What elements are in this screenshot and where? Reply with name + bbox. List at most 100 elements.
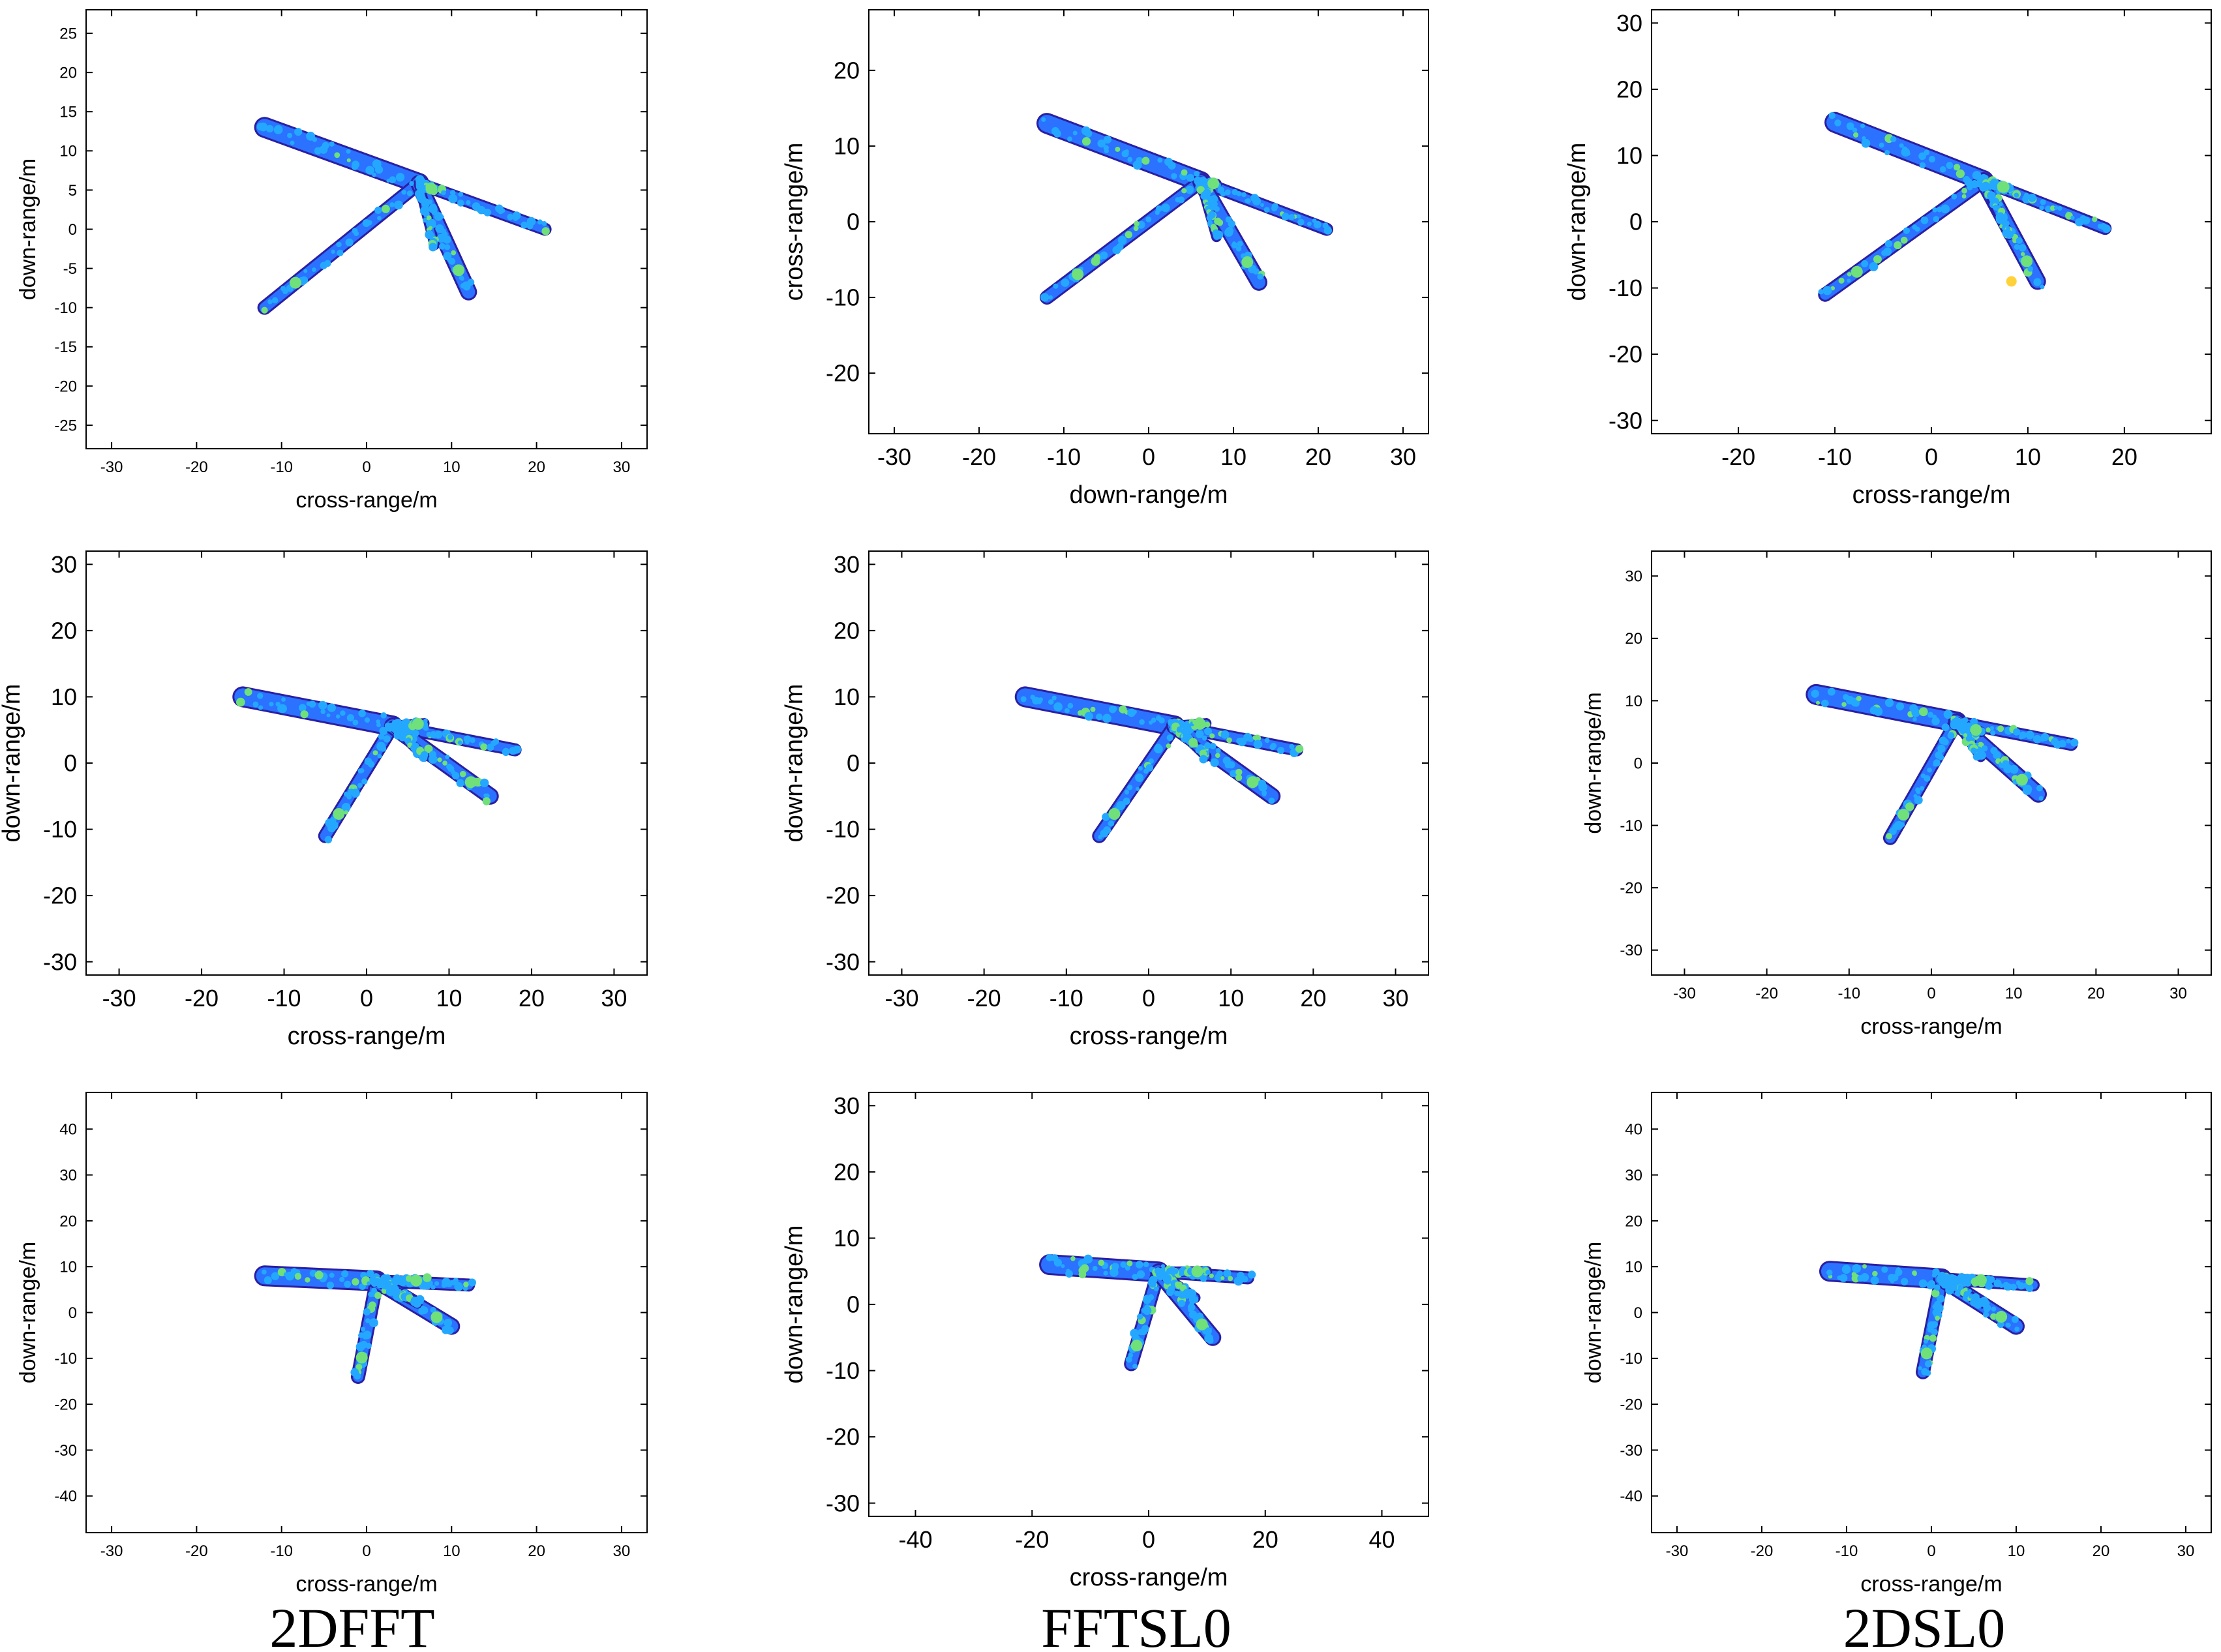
scatter-point	[1077, 710, 1083, 716]
scatter-point	[1307, 221, 1312, 226]
scatter-point	[1095, 713, 1103, 721]
scatter-hotspot	[1130, 1340, 1143, 1352]
scatter-peak	[2006, 276, 2017, 287]
y-tick-label: -10	[826, 284, 860, 311]
scatter-point	[374, 206, 382, 215]
scatter-point	[1980, 1297, 1989, 1305]
scatter-point	[483, 793, 488, 798]
target-image	[1819, 1261, 2040, 1379]
scatter-point	[1072, 130, 1078, 136]
scatter-point	[1119, 705, 1127, 713]
scatter-point	[382, 1284, 389, 1290]
x-tick-label: 0	[1142, 985, 1155, 1012]
scatter-point	[2010, 1284, 2017, 1291]
scatter-point	[1098, 835, 1102, 839]
scatter-point	[1125, 790, 1129, 795]
x-tick-label: 10	[2005, 985, 2023, 1002]
scatter-point	[1103, 136, 1112, 144]
scatter-point	[372, 750, 378, 756]
x-tick-label: -20	[967, 985, 1001, 1012]
scatter-point	[287, 132, 293, 138]
scatter-point	[346, 714, 355, 722]
y-tick-label: -25	[54, 417, 77, 434]
scatter-point	[1181, 188, 1187, 194]
scatter-point	[2070, 738, 2079, 747]
scatter-point	[1851, 1274, 1860, 1283]
scatter-point	[351, 163, 359, 170]
scatter-hotspot	[1897, 809, 1910, 821]
scatter-point	[1881, 1266, 1888, 1273]
scatter-point	[1929, 1334, 1937, 1342]
scatter-point	[1861, 260, 1869, 267]
scatter-point	[420, 1306, 429, 1314]
scatter-point	[1178, 1299, 1186, 1307]
scatter-point	[1822, 286, 1832, 295]
scatter-point	[521, 221, 528, 229]
scatter-point	[1981, 745, 1988, 752]
scatter-point	[1228, 761, 1235, 769]
y-tick-label: 10	[59, 143, 77, 160]
scatter-point	[1815, 700, 1820, 705]
scatter-point	[372, 172, 376, 177]
scatter-point	[1956, 169, 1965, 179]
scatter-point	[1103, 1270, 1108, 1276]
scatter-point	[306, 701, 310, 706]
scatter-point	[1143, 1306, 1152, 1315]
scatter-point	[1856, 695, 1862, 702]
scatter-point	[1997, 1321, 2004, 1329]
scatter-hotspot	[1241, 256, 1254, 268]
scatter-point	[421, 200, 430, 209]
scatter-hotspot	[1072, 268, 1084, 280]
scatter-point	[1999, 1283, 2004, 1288]
scatter-point	[442, 1325, 450, 1334]
scatter-point	[1931, 1272, 1937, 1278]
y-tick-label: 0	[64, 750, 77, 777]
y-tick-label: 10	[1625, 1259, 1642, 1276]
x-tick-label: -30	[1673, 985, 1696, 1002]
scatter-point	[1847, 272, 1852, 277]
scatter-point	[1223, 1269, 1231, 1278]
scatter-point	[352, 719, 359, 726]
scatter-point	[1112, 246, 1121, 254]
scatter-point	[2034, 736, 2041, 743]
scatter-point	[448, 194, 458, 203]
x-tick-label: -30	[100, 1542, 123, 1560]
y-tick-label: 10	[834, 1225, 860, 1252]
scatter-point	[1048, 295, 1053, 300]
scatter-point	[1260, 203, 1264, 207]
scatter-point	[271, 297, 279, 304]
scatter-point	[1132, 1363, 1138, 1369]
scatter-point	[364, 757, 372, 766]
plot-r1c3: -20 -10 0 10 20 -30 -20 -10 0 10 20 30 cross-range/m…	[1564, 9, 2212, 509]
scatter-point	[457, 200, 464, 207]
y-tick-label: -10	[54, 1350, 77, 1368]
scatter-point	[1860, 1272, 1869, 1282]
scatter-point	[1928, 155, 1936, 163]
scatter-hotspot	[355, 1351, 368, 1364]
scatter-point	[1989, 726, 1995, 730]
y-tick-label: 30	[1625, 1167, 1642, 1184]
y-tick-label: 40	[59, 1121, 77, 1139]
scatter-point	[451, 250, 457, 256]
scatter-point	[339, 1276, 345, 1282]
scatter-point	[370, 1321, 374, 1326]
scatter-point	[2092, 217, 2098, 222]
scatter-point	[329, 141, 335, 147]
plot-r3c2: -40 -20 0 20 40 -30 -20 -10 0 10 20 30 cross-range/m…	[781, 1092, 1429, 1591]
scatter-point	[1051, 695, 1057, 700]
scatter-hotspot	[1995, 1311, 2008, 1323]
scatter-point	[429, 751, 437, 758]
scatter-point	[1924, 775, 1931, 782]
scatter-point	[434, 1281, 440, 1286]
scatter-point	[380, 712, 387, 719]
x-tick-label: 20	[1300, 985, 1326, 1012]
x-tick-label: -10	[1837, 985, 1860, 1002]
x-tick-label: -10	[267, 985, 301, 1012]
scatter-point	[1912, 224, 1918, 230]
scatter-point	[1053, 283, 1059, 289]
scatter-point	[1061, 278, 1070, 287]
scatter-point	[1931, 1329, 1938, 1336]
scatter-point	[1228, 1276, 1233, 1282]
scatter-point	[1080, 1264, 1089, 1272]
scatter-hotspot	[2021, 255, 2033, 267]
